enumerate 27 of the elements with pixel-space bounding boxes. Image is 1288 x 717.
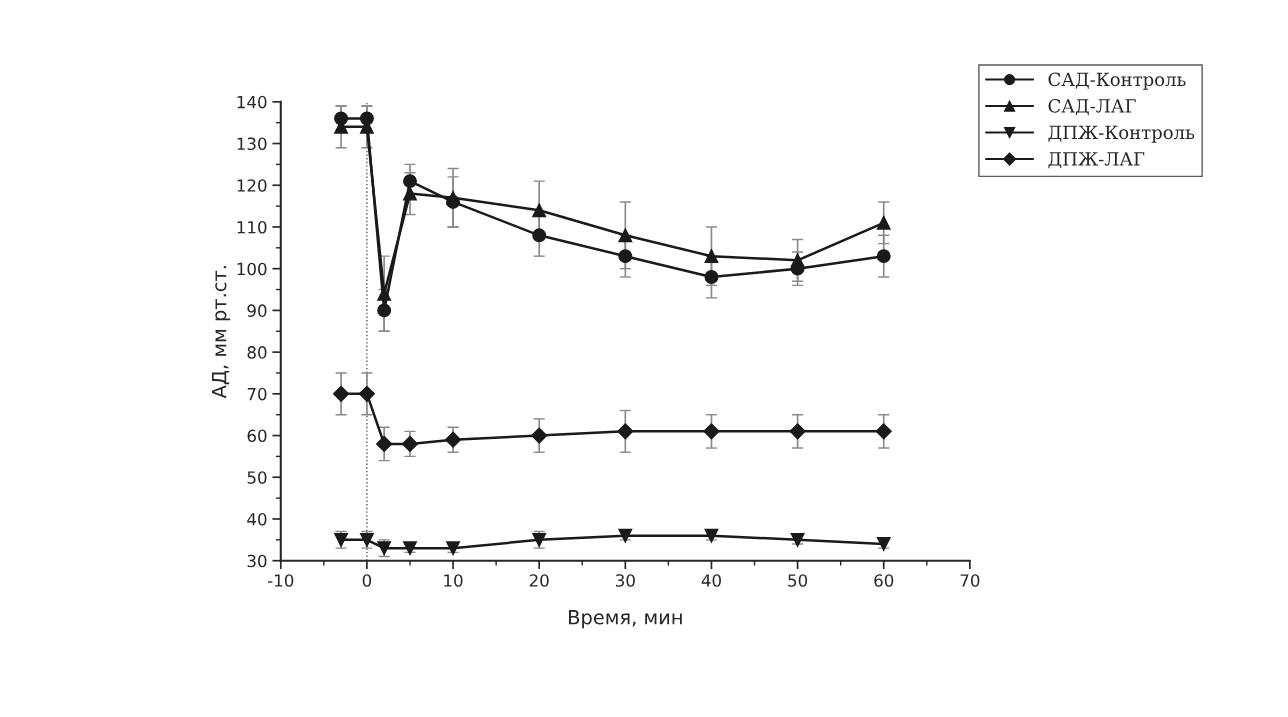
legend-label: ДПЖ-Контроль <box>1048 125 1195 143</box>
x-tick-label: 0 <box>362 574 372 587</box>
y-axis-title: АД, мм рт.ст. <box>212 266 231 399</box>
y-tick-label: 70 <box>247 387 267 401</box>
y-tick-label: 50 <box>247 471 267 484</box>
y-tick-label: 140 <box>237 95 267 109</box>
x-tick-label: -10 <box>267 574 294 587</box>
x-tick-label: 40 <box>701 574 721 587</box>
y-tick-label: 40 <box>247 512 267 526</box>
y-tick-label: 120 <box>237 179 267 192</box>
y-tick-label: 30 <box>247 554 267 568</box>
y-tick-label: 130 <box>237 137 267 151</box>
y-tick-label: 80 <box>247 346 267 359</box>
x-tick-label: 50 <box>788 574 808 587</box>
x-tick-label: 20 <box>529 574 549 587</box>
y-tick-label: 110 <box>237 220 267 234</box>
x-tick-label: 30 <box>615 574 635 587</box>
legend-label: САД-Контроль <box>1048 72 1186 90</box>
x-tick-label: 10 <box>444 574 463 587</box>
x-axis-title: Время, мин <box>569 610 682 629</box>
x-tick-label: 60 <box>874 574 894 587</box>
legend-label: САД-ЛАГ <box>1048 99 1136 116</box>
y-tick-label: 60 <box>247 429 267 443</box>
y-tick-label: 90 <box>247 304 267 317</box>
legend-label: ДПЖ-ЛАГ <box>1048 152 1145 169</box>
y-tick-label: 100 <box>237 262 267 276</box>
x-tick-label: 70 <box>960 574 980 587</box>
